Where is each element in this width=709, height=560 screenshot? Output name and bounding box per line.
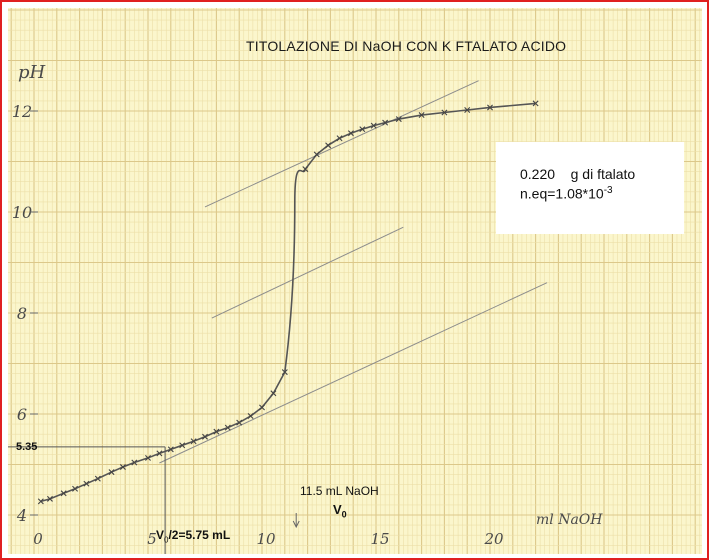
v0-letter: V — [333, 502, 342, 517]
data-point-marker — [167, 446, 174, 453]
v-half-prefix: V — [156, 528, 165, 542]
y-tick-label: 8 — [17, 304, 27, 323]
tangent-lines — [159, 80, 548, 464]
graph-paper: 4 6 8 10 12 0 5 10 15 20 pH ml NaOH — [8, 8, 702, 554]
y-tick-label: 6 — [17, 405, 27, 424]
x-axis-label: ml NaOH — [536, 512, 603, 528]
grid-lines — [8, 8, 702, 554]
data-point-marker — [441, 109, 448, 116]
data-point-marker — [83, 480, 90, 487]
data-point-marker — [359, 126, 366, 133]
v-half-label: V0/2=5.75 mL — [156, 528, 230, 544]
x-tick-label: 0 — [33, 530, 43, 548]
v0-arrow-head — [292, 520, 300, 529]
data-point-marker — [213, 428, 220, 435]
data-point-marker — [119, 464, 126, 471]
data-point-marker — [190, 438, 197, 445]
v0-label: V0 — [333, 502, 347, 520]
data-point-marker — [336, 135, 343, 142]
v-half-suffix: /2=5.75 mL — [168, 528, 231, 542]
data-point-marker — [302, 166, 309, 173]
ph-half-label: 5.35 — [16, 441, 38, 453]
data-point-marker — [179, 442, 186, 449]
info-equivalents-text: n.eq=1.08*10 — [520, 185, 604, 202]
data-point-marker — [325, 142, 332, 149]
data-point-marker — [202, 433, 208, 440]
y-tick-label: 12 — [12, 102, 32, 121]
info-equivalents-exponent: -3 — [603, 185, 613, 196]
data-point-marker — [224, 424, 231, 431]
data-point-marker — [131, 459, 138, 466]
info-mass: 0.220 g di ftalato — [520, 166, 635, 182]
v0-volume-label: 11.5 mL NaOH — [300, 484, 379, 498]
paper-background — [8, 8, 702, 554]
y-axis-label: pH — [18, 62, 46, 83]
x-tick-label: 10 — [256, 530, 276, 548]
chart-title: TITOLAZIONE DI NaOH CON K FTALATO ACIDO — [246, 38, 567, 54]
y-tick-label: 4 — [16, 506, 27, 525]
info-box: 0.220 g di ftalato n.eq=1.08*10-3 — [496, 142, 684, 234]
tangent-line — [159, 282, 548, 464]
data-point-marker — [395, 116, 402, 123]
x-tick-label: 15 — [370, 530, 389, 548]
data-point-marker — [156, 450, 163, 457]
data-point-marker — [370, 122, 377, 129]
info-mass-text: g di ftalato — [570, 166, 636, 182]
data-point-marker — [145, 454, 151, 461]
tangent-line — [211, 226, 404, 319]
y-tick-label: 10 — [12, 203, 32, 222]
data-point-marker — [347, 130, 354, 137]
data-point-marker — [464, 107, 471, 113]
data-point-marker — [72, 485, 79, 492]
data-markers — [37, 100, 539, 505]
tangent-line — [204, 80, 479, 208]
data-point-marker — [281, 369, 288, 376]
data-point-marker — [532, 100, 539, 107]
data-point-marker — [418, 112, 425, 119]
guide-lines — [8, 446, 300, 554]
data-point-marker — [270, 390, 277, 397]
x-tick-label: 5 — [147, 530, 157, 548]
data-point-marker — [313, 151, 320, 158]
data-point-marker — [487, 104, 493, 111]
data-point-marker — [94, 475, 101, 482]
data-point-marker — [108, 469, 115, 476]
data-point-marker — [46, 495, 53, 502]
x-tick-label: 20 — [483, 530, 504, 548]
data-point-marker — [37, 498, 44, 505]
info-mass-value: 0.220 — [520, 166, 556, 182]
data-point-marker — [247, 413, 254, 420]
v0-sub: 0 — [341, 509, 347, 520]
titration-curve — [40, 102, 536, 503]
info-equivalents: n.eq=1.08*10-3 — [520, 185, 613, 202]
data-point-marker — [236, 419, 243, 426]
data-point-marker — [259, 404, 265, 411]
data-point-marker — [60, 490, 67, 497]
v-half-sub: 0 — [164, 535, 169, 545]
data-point-marker — [382, 119, 389, 126]
